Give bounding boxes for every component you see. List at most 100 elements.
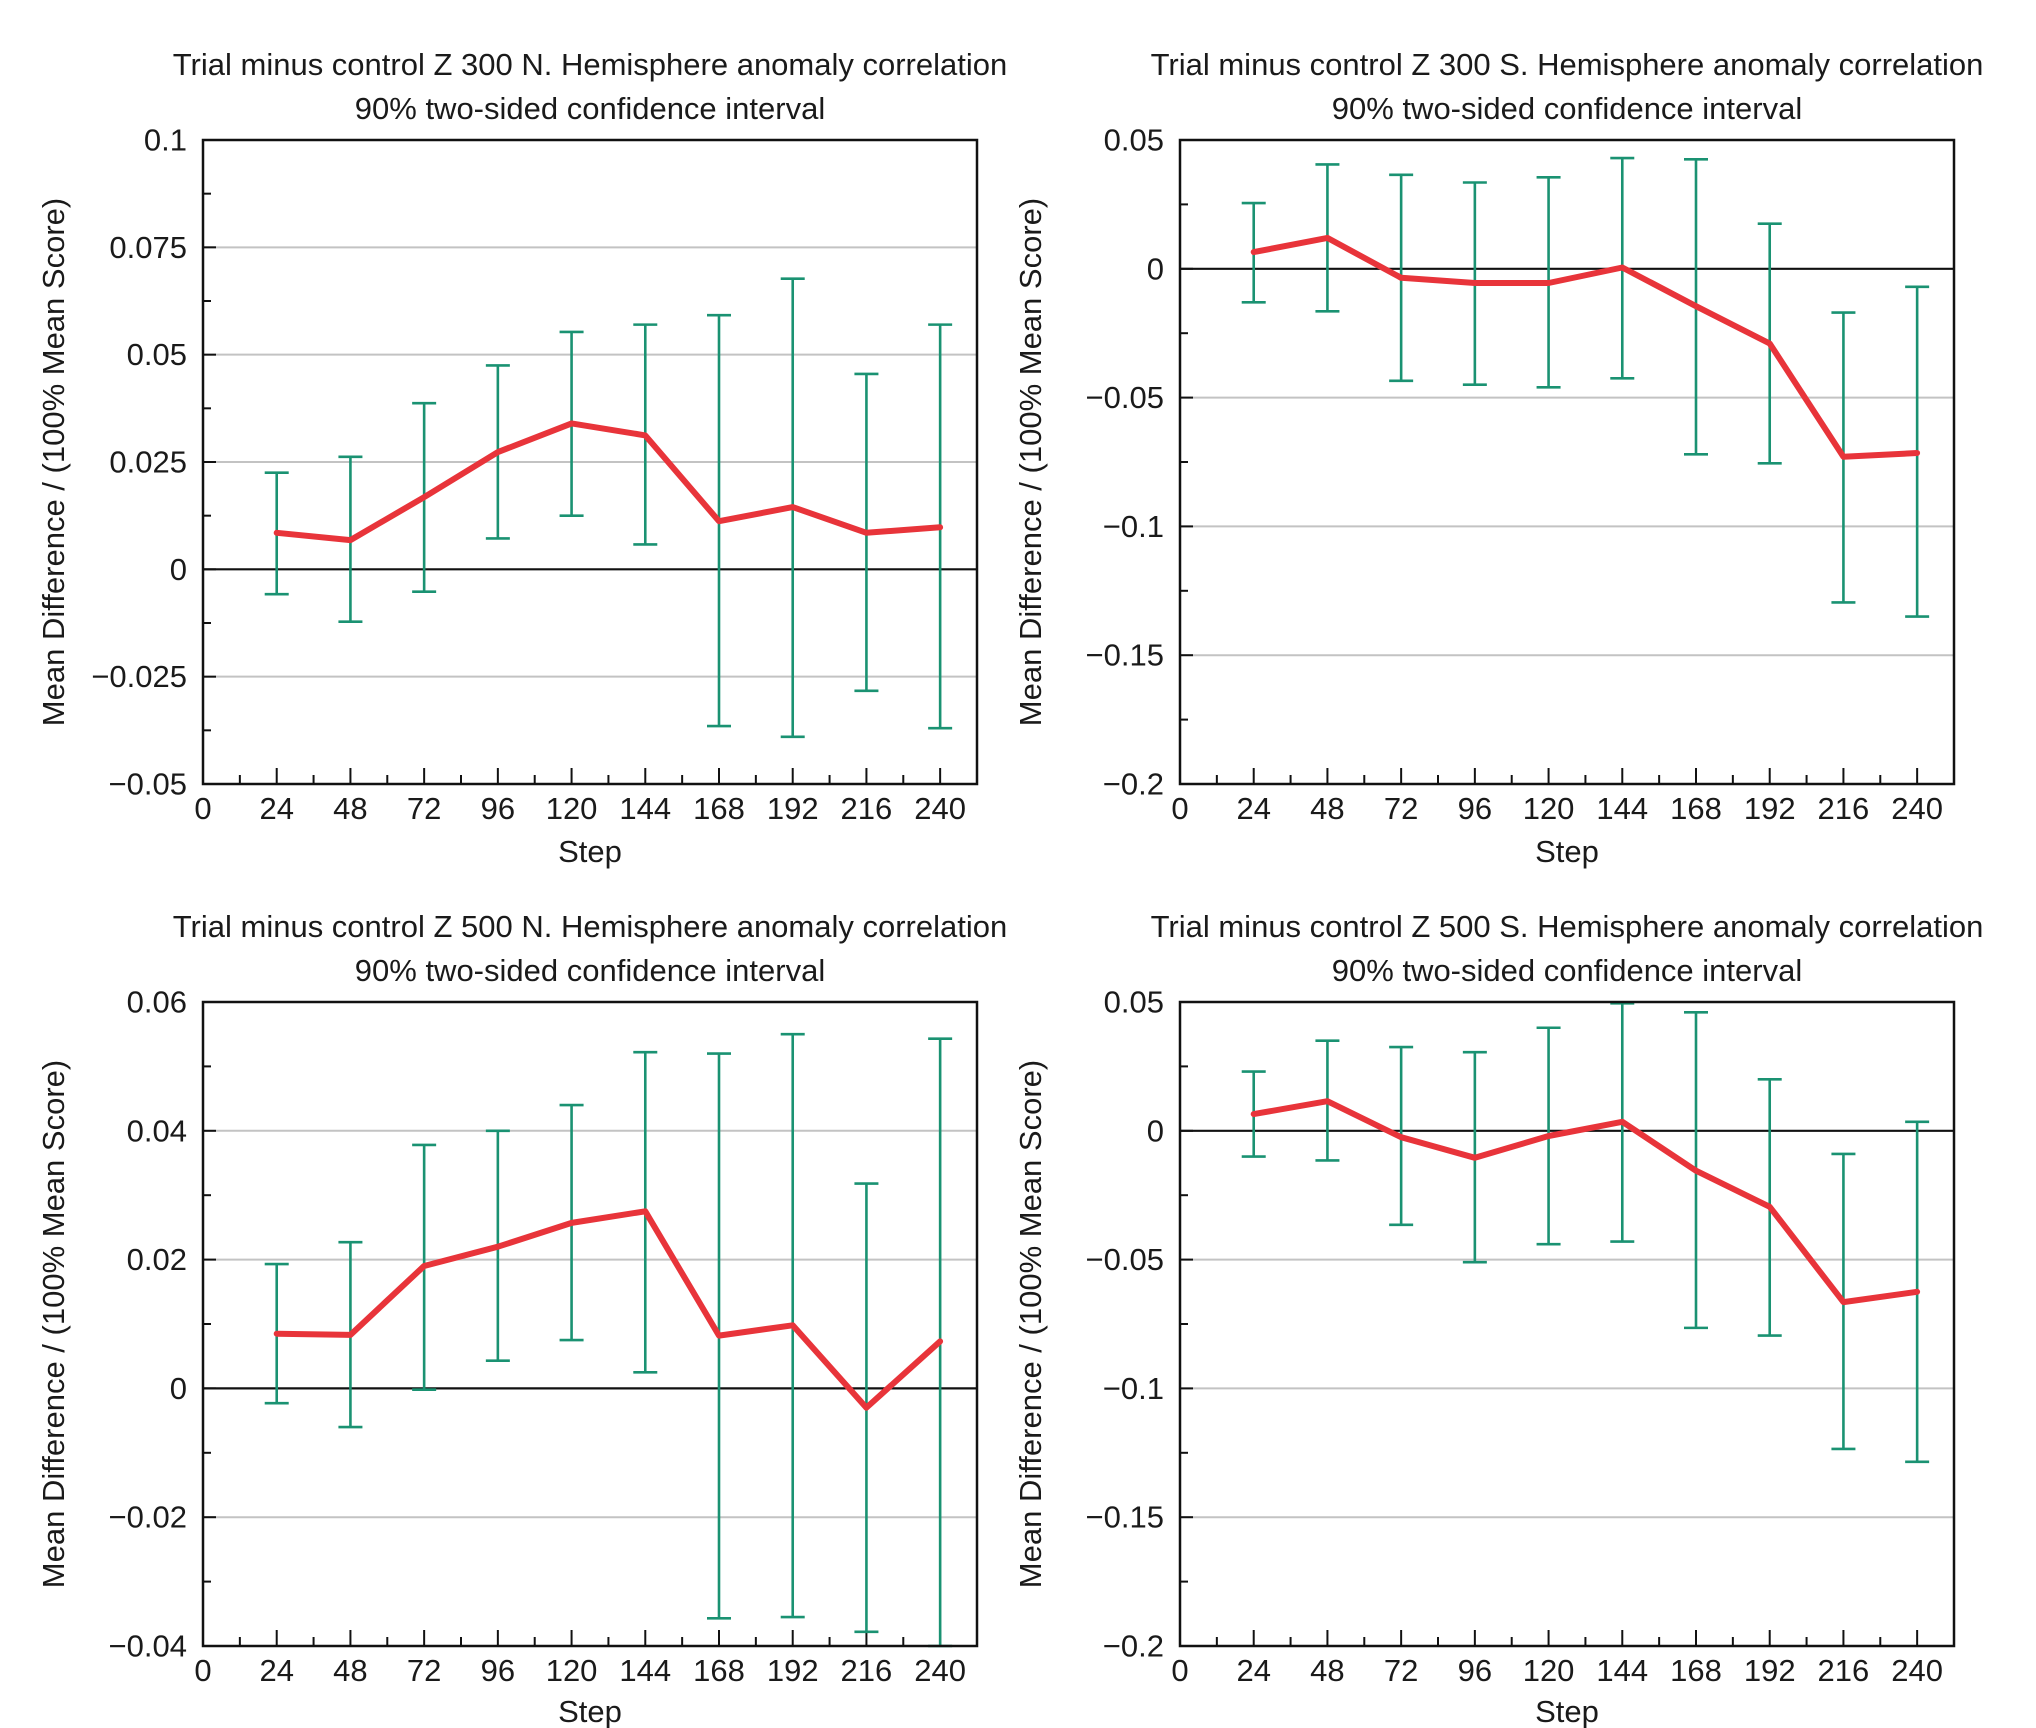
y-tick-label: −0.15: [1086, 1500, 1164, 1535]
gridlines: [203, 1129, 977, 1519]
mean-line-group: [273, 420, 944, 544]
x-tick-label: 216: [841, 1653, 893, 1688]
mean-difference-line: [1250, 234, 1921, 460]
x-tick-label: 240: [914, 1653, 966, 1688]
y-tick-label: −0.02: [109, 1500, 187, 1535]
panel-subtitle: 90% two-sided confidence interval: [355, 91, 825, 126]
y-tick-label: −0.1: [1103, 509, 1164, 544]
x-tick-label: 216: [1818, 1653, 1870, 1688]
y-tick-label: 0.06: [127, 985, 187, 1020]
x-tick-label: 48: [1310, 791, 1344, 826]
panel-title: Trial minus control Z 300 S. Hemisphere …: [1151, 47, 1984, 82]
y-tick-label: −0.2: [1103, 767, 1164, 802]
x-tick-label: 48: [333, 791, 367, 826]
y-axis-label: Mean Difference / (100% Mean Score): [36, 198, 71, 726]
panel-z300-north: Trial minus control Z 300 N. Hemisphere …: [36, 47, 1007, 869]
x-tick-label: 144: [1596, 1653, 1648, 1688]
y-tick-label: 0: [170, 1371, 187, 1406]
x-tick-label: 192: [1744, 791, 1796, 826]
x-tick-labels: 0 24 48 72 96 120 144 168 192 216 240: [1171, 1653, 1943, 1688]
panel-title: Trial minus control Z 500 N. Hemisphere …: [173, 909, 1007, 944]
y-tick-label: −0.15: [1086, 638, 1164, 673]
y-axis-label: Mean Difference / (100% Mean Score): [1013, 1060, 1048, 1588]
x-tick-label: 192: [767, 1653, 819, 1688]
x-tick-label: 168: [1670, 1653, 1722, 1688]
x-tick-label: 192: [1744, 1653, 1796, 1688]
x-tick-label: 24: [1236, 1653, 1270, 1688]
x-tick-label: 72: [407, 791, 441, 826]
mean-line-group: [1250, 1098, 1921, 1306]
x-tick-label: 0: [194, 1653, 211, 1688]
x-tick-label: 24: [1236, 791, 1270, 826]
panel-subtitle: 90% two-sided confidence interval: [1332, 91, 1802, 126]
y-axis-label: Mean Difference / (100% Mean Score): [1013, 198, 1048, 726]
x-tick-label: 48: [333, 1653, 367, 1688]
panel-subtitle: 90% two-sided confidence interval: [355, 953, 825, 988]
x-tick-labels: 0 24 48 72 96 120 144 168 192 216 240: [194, 1653, 966, 1688]
x-tick-label: 168: [693, 791, 745, 826]
x-axis-label: Step: [1535, 1694, 1599, 1728]
y-tick-label: 0: [170, 552, 187, 587]
y-axis-label: Mean Difference / (100% Mean Score): [36, 1060, 71, 1588]
y-tick-label: −0.05: [1086, 380, 1164, 415]
x-tick-label: 144: [619, 1653, 671, 1688]
x-tick-label: 96: [481, 1653, 515, 1688]
x-tick-labels: 0 24 48 72 96 120 144 168 192 216 240: [194, 791, 966, 826]
x-tick-label: 120: [546, 791, 598, 826]
gridlines: [1180, 1258, 1954, 1519]
y-tick-label: 0.04: [127, 1113, 187, 1148]
x-tick-label: 216: [841, 791, 893, 826]
x-tick-label: 0: [1171, 791, 1188, 826]
x-tick-label: 120: [1523, 791, 1575, 826]
x-tick-label: 240: [1891, 1653, 1943, 1688]
plot-frame: [1178, 138, 1956, 786]
y-tick-labels: −0.2 −0.15 −0.1 −0.05 0 0.05: [1086, 123, 1164, 802]
x-tick-label: 72: [1384, 1653, 1418, 1688]
y-tick-label: 0.05: [1104, 985, 1164, 1020]
panel-title: Trial minus control Z 300 N. Hemisphere …: [173, 47, 1007, 82]
plot-frame: [201, 1000, 979, 1648]
x-tick-label: 240: [1891, 791, 1943, 826]
x-axis-label: Step: [558, 1694, 622, 1728]
x-tick-label: 120: [546, 1653, 598, 1688]
x-tick-label: 96: [1458, 1653, 1492, 1688]
mean-difference-line: [1250, 1098, 1921, 1306]
x-tick-label: 72: [407, 1653, 441, 1688]
x-tick-labels: 0 24 48 72 96 120 144 168 192 216 240: [1171, 791, 1943, 826]
x-tick-label: 24: [259, 791, 293, 826]
x-tick-label: 240: [914, 791, 966, 826]
y-tick-labels: −0.05 −0.025 0 0.025 0.05 0.075 0.1: [91, 123, 187, 802]
y-tick-label: 0: [1147, 1113, 1164, 1148]
y-tick-label: −0.05: [1086, 1242, 1164, 1277]
y-tick-label: 0.02: [127, 1242, 187, 1277]
x-tick-label: 0: [1171, 1653, 1188, 1688]
y-tick-label: 0.1: [144, 123, 187, 158]
y-tick-label: −0.2: [1103, 1629, 1164, 1664]
x-tick-label: 0: [194, 791, 211, 826]
plot-frame: [201, 138, 979, 786]
x-tick-label: 96: [481, 791, 515, 826]
mean-line-group: [273, 1208, 944, 1411]
panel-title: Trial minus control Z 500 S. Hemisphere …: [1151, 909, 1984, 944]
mean-line-group: [1250, 234, 1921, 460]
x-tick-label: 48: [1310, 1653, 1344, 1688]
x-axis-label: Step: [1535, 834, 1599, 869]
x-tick-label: 144: [619, 791, 671, 826]
mean-difference-line: [273, 1208, 944, 1411]
y-tick-label: 0: [1147, 251, 1164, 286]
x-tick-label: 216: [1818, 791, 1870, 826]
panel-z500-north: Trial minus control Z 500 N. Hemisphere …: [36, 909, 1007, 1728]
y-tick-label: −0.05: [109, 767, 187, 802]
x-axis-label: Step: [558, 834, 622, 869]
y-tick-label: 0.075: [109, 230, 187, 265]
x-tick-label: 192: [767, 791, 819, 826]
plot-frame: [1178, 1000, 1956, 1648]
panel-subtitle: 90% two-sided confidence interval: [1332, 953, 1802, 988]
y-tick-label: −0.04: [109, 1629, 187, 1664]
y-tick-label: −0.1: [1103, 1371, 1164, 1406]
gridlines: [1180, 396, 1954, 657]
x-tick-label: 24: [259, 1653, 293, 1688]
x-tick-label: 96: [1458, 791, 1492, 826]
x-tick-label: 168: [693, 1653, 745, 1688]
